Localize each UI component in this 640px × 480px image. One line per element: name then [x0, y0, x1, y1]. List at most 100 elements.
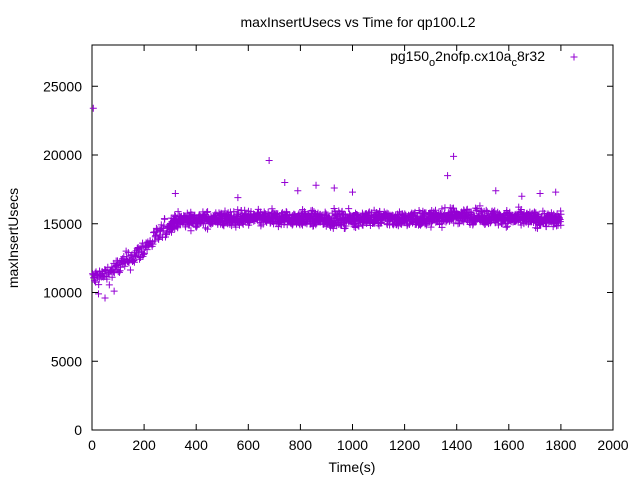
- outlier-point-2: [450, 152, 458, 160]
- outlier-point-17: [234, 194, 242, 202]
- legend-label-part: 2nofp.cx10a: [435, 48, 511, 64]
- x-tick-label-3: 600: [237, 437, 261, 453]
- outlier-point-10: [171, 190, 179, 197]
- y-tick-label-3: 15000: [43, 216, 82, 232]
- outlier-point-12: [349, 188, 356, 196]
- data-point-137: [160, 222, 168, 230]
- x-tick-label-10: 2000: [597, 437, 628, 453]
- outlier-point-0: [89, 104, 97, 112]
- data-point-38: [108, 273, 116, 281]
- data-point-779: [330, 204, 338, 212]
- data-point-168: [171, 211, 179, 219]
- legend-label: pg150o2nofp.cx10ac8r32: [390, 48, 545, 69]
- outlier-point-5: [312, 181, 320, 189]
- x-tick-label-8: 1600: [493, 437, 524, 453]
- data-point-54: [117, 263, 125, 271]
- outlier-point-13: [101, 294, 109, 302]
- data-point-1256: [454, 220, 462, 228]
- data-point-697: [309, 222, 317, 230]
- data-point-874: [355, 222, 363, 230]
- data-point-52: [115, 268, 123, 276]
- x-tick-label-0: 0: [88, 437, 96, 453]
- y-tick-label-4: 20000: [43, 147, 82, 163]
- data-point-294: [204, 225, 212, 233]
- data-point-1554: [532, 209, 540, 217]
- data-point-617: [288, 221, 296, 229]
- data-point-1593: [542, 223, 550, 231]
- data-point-49: [114, 268, 122, 276]
- data-point-745: [321, 208, 329, 216]
- data-point-28: [103, 275, 111, 283]
- data-point-37: [108, 263, 116, 271]
- data-point-1440: [502, 223, 510, 231]
- data-point-1409: [494, 221, 502, 229]
- data-point-1649: [557, 210, 565, 218]
- plot-frame: [91, 44, 614, 431]
- outlier-point-16: [518, 192, 526, 200]
- y-axis-label: maxInsertUsecs: [5, 188, 21, 288]
- data-point-105: [143, 246, 151, 254]
- data-point-514: [261, 210, 269, 218]
- data-point-1395: [491, 207, 499, 215]
- data-point-116: [149, 240, 157, 248]
- outlier-point-8: [536, 190, 544, 197]
- y-tick-label-5: 25000: [43, 78, 82, 94]
- data-points: [89, 104, 565, 302]
- legend-marker: [570, 53, 578, 61]
- x-tick-label-7: 1400: [441, 437, 472, 453]
- data-point-1553: [532, 224, 540, 232]
- chart-title: maxInsertUsecs vs Time for qp100.L2: [241, 14, 476, 30]
- data-point-62: [121, 262, 129, 270]
- data-point-98: [140, 250, 148, 258]
- data-point-90: [136, 255, 144, 263]
- data-point-180: [174, 208, 182, 216]
- data-point-230: [187, 227, 195, 235]
- data-point-79: [130, 256, 138, 264]
- data-point-1443: [503, 222, 511, 230]
- data-point-1193: [438, 205, 446, 213]
- outlier-point-4: [281, 179, 289, 186]
- data-point-139: [161, 215, 169, 223]
- x-axis-label: Time(s): [329, 459, 376, 475]
- data-point-73: [126, 266, 134, 274]
- data-point-410: [234, 206, 242, 214]
- outlier-point-6: [330, 184, 338, 192]
- outlier-point-11: [492, 187, 500, 195]
- data-point-119: [151, 237, 159, 245]
- y-tick-label-2: 10000: [43, 285, 82, 301]
- outlier-point-15: [110, 287, 118, 295]
- data-point-44: [112, 262, 120, 270]
- data-point-835: [345, 205, 353, 213]
- data-point-1339: [476, 202, 484, 210]
- data-point-293: [204, 208, 212, 216]
- x-tick-label-9: 1800: [545, 437, 576, 453]
- legend-subscript: c: [511, 57, 517, 69]
- data-point-4: [90, 277, 98, 285]
- legend-subscript: o: [429, 57, 435, 69]
- x-tick-label-2: 400: [185, 437, 209, 453]
- axis-ticks: 0 200 400 600 800 1000 1200 1400 1600 1800 2000050…: [43, 45, 629, 453]
- outlier-point-3: [444, 172, 452, 180]
- data-point-1275: [460, 218, 468, 226]
- x-tick-label-4: 800: [289, 437, 313, 453]
- data-point-430: [239, 220, 247, 228]
- x-tick-label-6: 1200: [389, 437, 420, 453]
- data-point-368: [223, 210, 231, 218]
- data-point-80: [130, 258, 138, 266]
- legend-label-part: pg150: [390, 48, 429, 64]
- outlier-point-9: [552, 188, 560, 196]
- legend-label-part: 8r32: [517, 48, 545, 64]
- data-point-1650: [557, 221, 565, 229]
- legend-plus-marker: [570, 53, 578, 61]
- outlier-point-1: [265, 157, 273, 164]
- data-point-12: [95, 281, 103, 289]
- y-tick-label-1: 5000: [51, 353, 82, 369]
- data-point-32: [105, 281, 113, 289]
- data-point-1194: [438, 223, 446, 231]
- data-point-860: [351, 220, 359, 228]
- data-point-100: [140, 250, 148, 258]
- x-tick-label-5: 1000: [337, 437, 368, 453]
- data-point-696: [308, 206, 316, 214]
- outlier-point-14: [95, 290, 103, 298]
